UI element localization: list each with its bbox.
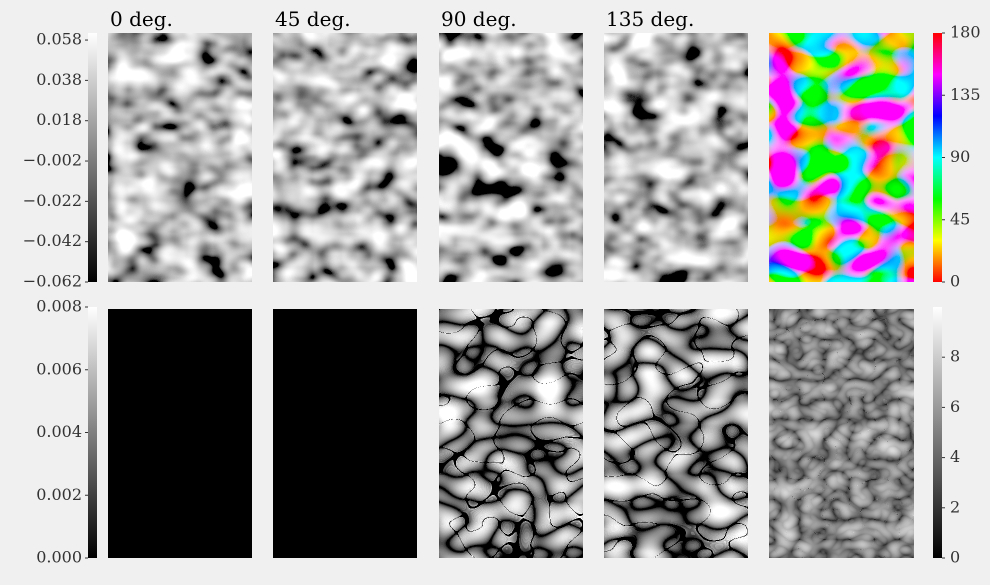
image: [604, 309, 748, 558]
colorbar-tick-label: 180: [950, 23, 981, 42]
panel-title: 135 deg.: [606, 7, 694, 31]
image: [273, 33, 417, 282]
colorbar-tick-label: −0.022: [23, 191, 82, 210]
colorbar-tick-label: 6: [950, 397, 960, 416]
image: [604, 33, 748, 282]
colorbar: [88, 33, 97, 282]
colorbar: [933, 307, 942, 558]
image: [769, 309, 914, 558]
panel-title: 90 deg.: [441, 7, 517, 31]
colorbar-tick-label: 45: [950, 209, 970, 228]
colorbar: [933, 33, 942, 282]
colorbar-tick-label: 0.008: [36, 297, 82, 316]
colorbar-tick-label: 90: [950, 147, 970, 166]
colorbar-tick-label: 0.002: [36, 485, 82, 504]
colorbar-tick-label: 0.000: [36, 548, 82, 567]
image-panels: [108, 33, 914, 558]
colorbar-tick-label: 0.038: [36, 70, 82, 89]
colorbar-tick-label: 0.058: [36, 30, 82, 49]
colorbar-tick-label: 0: [950, 548, 960, 567]
image: [108, 309, 252, 558]
image: [439, 33, 583, 282]
image: [273, 309, 417, 558]
colorbar-tick-label: 4: [950, 447, 960, 466]
colorbar: [88, 307, 97, 558]
image: [769, 33, 914, 282]
image: [439, 309, 583, 558]
colorbar-tick-label: 135: [950, 85, 981, 104]
colorbar-tick-label: −0.062: [23, 272, 82, 291]
colorbar-tick-label: 2: [950, 497, 960, 516]
panel-title: 45 deg.: [275, 7, 351, 31]
colorbar-tick-label: 0.018: [36, 110, 82, 129]
colorbar-tick-label: 0: [950, 272, 960, 291]
colorbar-tick-label: −0.042: [23, 231, 82, 250]
colorbar-tick-label: 8: [950, 347, 960, 366]
image: [108, 33, 252, 282]
colorbar-tick-label: 0.006: [36, 359, 82, 378]
colorbar-tick-label: −0.002: [23, 151, 82, 170]
colorbar-tick-label: 0.004: [36, 422, 82, 441]
panel-title: 0 deg.: [110, 7, 173, 31]
